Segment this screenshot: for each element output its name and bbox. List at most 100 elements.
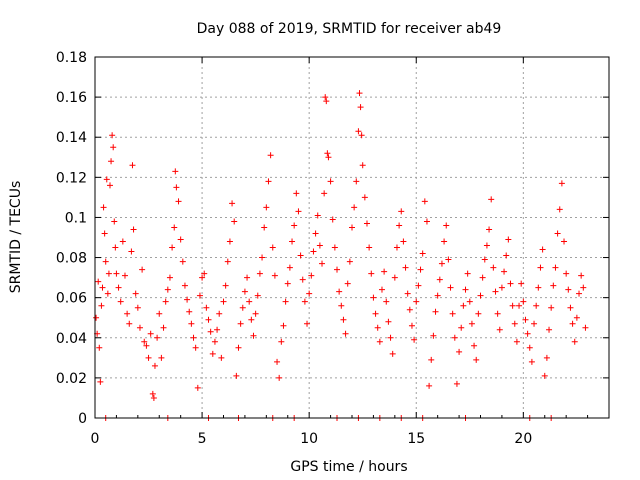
y-tick-label: 0.02 bbox=[56, 371, 87, 387]
data-point bbox=[169, 244, 176, 251]
data-points bbox=[93, 90, 589, 421]
data-point bbox=[578, 272, 585, 279]
data-point bbox=[556, 206, 563, 213]
data-point bbox=[323, 98, 330, 105]
data-point bbox=[267, 152, 274, 159]
data-point bbox=[259, 254, 266, 261]
data-point bbox=[103, 176, 110, 183]
data-point bbox=[460, 302, 467, 309]
data-point bbox=[291, 222, 298, 229]
data-point bbox=[486, 226, 493, 233]
data-point bbox=[513, 338, 520, 345]
data-point bbox=[136, 324, 143, 331]
data-point bbox=[434, 292, 441, 299]
data-point bbox=[145, 354, 152, 361]
data-point bbox=[334, 266, 341, 273]
y-tick-label: 0.14 bbox=[56, 130, 87, 146]
data-point bbox=[535, 284, 542, 291]
data-point bbox=[111, 218, 118, 225]
data-point bbox=[471, 342, 478, 349]
data-point bbox=[190, 334, 197, 341]
data-point bbox=[192, 344, 199, 351]
data-point bbox=[456, 348, 463, 355]
x-tick-label: 5 bbox=[198, 431, 207, 447]
data-point bbox=[451, 334, 458, 341]
data-point bbox=[503, 252, 510, 259]
data-point bbox=[368, 270, 375, 277]
data-point bbox=[406, 306, 413, 313]
data-point bbox=[112, 244, 119, 251]
data-point bbox=[218, 354, 225, 361]
data-point bbox=[231, 218, 238, 225]
data-point bbox=[398, 208, 405, 215]
data-point bbox=[445, 256, 452, 263]
data-point bbox=[250, 332, 257, 339]
data-point bbox=[216, 310, 223, 317]
data-point bbox=[353, 178, 360, 185]
data-point bbox=[419, 250, 426, 257]
data-point bbox=[387, 334, 394, 341]
data-point bbox=[130, 226, 137, 233]
data-point bbox=[158, 354, 165, 361]
data-point bbox=[321, 190, 328, 197]
data-point bbox=[312, 230, 319, 237]
data-point bbox=[541, 372, 548, 379]
grid bbox=[95, 57, 609, 418]
data-point bbox=[385, 318, 392, 325]
data-point bbox=[571, 338, 578, 345]
data-point bbox=[280, 322, 287, 329]
data-point bbox=[151, 362, 158, 369]
data-point bbox=[233, 372, 240, 379]
data-point bbox=[156, 310, 163, 317]
data-point bbox=[129, 162, 136, 169]
data-point bbox=[537, 264, 544, 271]
data-point bbox=[548, 304, 555, 311]
x-tick-label: 15 bbox=[407, 431, 425, 447]
data-point bbox=[473, 356, 480, 363]
data-point bbox=[121, 272, 128, 279]
data-point bbox=[490, 264, 497, 271]
data-point bbox=[104, 290, 111, 297]
data-point bbox=[207, 328, 214, 335]
data-point bbox=[441, 238, 448, 245]
data-point bbox=[229, 200, 236, 207]
data-point bbox=[282, 298, 289, 305]
data-point bbox=[184, 296, 191, 303]
data-point bbox=[357, 104, 364, 111]
data-point bbox=[99, 284, 106, 291]
data-point bbox=[411, 336, 418, 343]
data-point bbox=[366, 244, 373, 251]
data-point bbox=[432, 308, 439, 315]
data-point bbox=[543, 354, 550, 361]
data-point bbox=[498, 284, 505, 291]
data-point bbox=[346, 258, 353, 265]
data-point bbox=[524, 330, 531, 337]
data-point bbox=[164, 286, 171, 293]
data-point bbox=[462, 286, 469, 293]
data-point bbox=[289, 238, 296, 245]
data-point bbox=[349, 224, 355, 231]
data-point bbox=[511, 320, 518, 327]
data-point bbox=[569, 320, 576, 327]
data-point bbox=[100, 204, 107, 211]
data-point bbox=[105, 270, 112, 277]
data-point bbox=[110, 144, 117, 151]
data-point bbox=[134, 304, 141, 311]
data-point bbox=[492, 288, 499, 295]
data-point bbox=[374, 324, 381, 331]
data-point bbox=[119, 238, 126, 245]
data-point bbox=[554, 230, 561, 237]
data-point bbox=[372, 310, 379, 317]
y-tick-label: 0.06 bbox=[56, 291, 87, 307]
data-point bbox=[186, 308, 193, 315]
x-tick-label: 0 bbox=[91, 431, 100, 447]
data-point bbox=[224, 258, 231, 265]
data-point bbox=[479, 274, 486, 281]
data-point bbox=[436, 276, 443, 283]
y-tick-label: 0.08 bbox=[56, 251, 87, 267]
data-point bbox=[400, 238, 407, 245]
data-point bbox=[505, 236, 512, 243]
data-point bbox=[246, 298, 253, 305]
y-axis-label: SRMTID / TECUs bbox=[8, 181, 24, 294]
